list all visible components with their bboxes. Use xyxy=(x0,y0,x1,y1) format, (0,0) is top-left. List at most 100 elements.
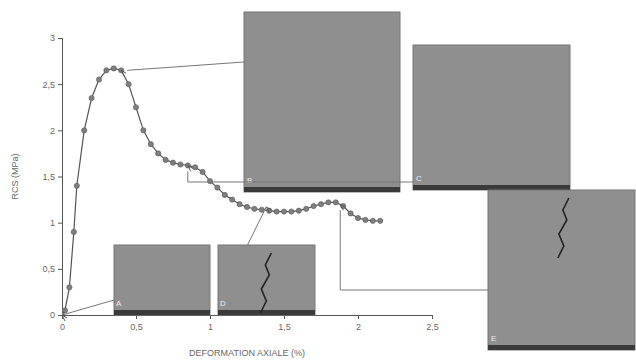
marker xyxy=(252,206,257,211)
x-tick: 2,5 xyxy=(426,315,439,332)
marker xyxy=(96,77,101,82)
inset-scale-band xyxy=(114,310,210,315)
crack xyxy=(260,253,271,313)
x-tick: 0,5 xyxy=(130,315,143,332)
marker xyxy=(207,179,212,184)
x-tick-label: 1,5 xyxy=(278,322,291,332)
marker xyxy=(126,82,131,87)
y-tick: 1,5 xyxy=(42,172,62,182)
marker xyxy=(230,197,235,202)
marker xyxy=(348,211,353,216)
y-tick-mark xyxy=(58,315,62,316)
marker xyxy=(111,66,116,71)
x-tick-mark xyxy=(284,315,285,319)
marker xyxy=(148,142,153,147)
marker xyxy=(244,204,249,209)
marker xyxy=(355,215,360,220)
y-tick-label: 0,5 xyxy=(42,264,55,274)
y-axis-line xyxy=(58,39,63,316)
connector xyxy=(62,300,114,315)
arrow-head xyxy=(62,315,67,321)
marker xyxy=(296,208,301,213)
marker xyxy=(318,202,323,207)
inset-image xyxy=(244,12,400,192)
connector xyxy=(188,171,413,182)
marker xyxy=(133,105,138,110)
y-tick-label: 2 xyxy=(50,126,55,136)
arrow-head xyxy=(266,207,271,213)
x-tick-label: 2 xyxy=(356,322,361,332)
y-axis: 0 0,5 1 1,5 2 2,5 3 xyxy=(42,33,62,320)
marker xyxy=(222,192,227,197)
y-axis-title: RCS (MPa) xyxy=(10,153,20,199)
marker xyxy=(333,200,338,205)
y-tick-mark xyxy=(58,130,62,131)
x-tick-mark xyxy=(432,315,433,319)
y-tick-label: 0 xyxy=(50,310,55,320)
marker xyxy=(74,183,79,188)
chart: 0 0,5 1 1,5 2 2,5 0 0,5 1 1,5 2 2,5 3 DEFORMATION AXI… xyxy=(0,0,636,362)
y-tick-label: 3 xyxy=(50,33,55,43)
marker xyxy=(104,68,109,73)
marker xyxy=(67,285,72,290)
marker xyxy=(170,160,175,165)
y-tick-label: 1 xyxy=(50,218,55,228)
inset-image xyxy=(114,245,210,315)
y-tick: 3 xyxy=(50,33,62,43)
y-tick-mark xyxy=(58,223,62,224)
inset-scale-band xyxy=(218,310,315,315)
connector xyxy=(127,62,244,70)
insets: ABCDE xyxy=(62,12,635,350)
y-tick: 2,5 xyxy=(42,80,62,90)
x-axis-title: DEFORMATION AXIALE (%) xyxy=(189,348,305,358)
x-tick: 1,5 xyxy=(278,315,291,332)
marker xyxy=(71,229,76,234)
marker xyxy=(311,203,316,208)
marker xyxy=(178,162,183,167)
x-tick: 2 xyxy=(356,315,361,332)
inset-scale-band xyxy=(488,345,635,350)
y-tick: 2 xyxy=(50,126,62,136)
inset-image xyxy=(488,190,635,350)
marker xyxy=(156,151,161,156)
marker xyxy=(289,209,294,214)
marker xyxy=(215,185,220,190)
inset-label: A xyxy=(116,299,122,308)
y-tick-mark xyxy=(58,38,62,39)
x-tick-label: 2,5 xyxy=(426,322,439,332)
x-tick-label: 0 xyxy=(60,322,65,332)
marker xyxy=(281,209,286,214)
marker xyxy=(200,169,205,174)
y-tick: 1 xyxy=(50,218,62,228)
arrow-head xyxy=(188,165,193,171)
x-tick-mark xyxy=(358,315,359,319)
marker xyxy=(163,157,168,162)
x-tick-label: 0,5 xyxy=(130,322,143,332)
inset-label: C xyxy=(416,174,422,183)
y-tick: 0,5 xyxy=(42,264,62,274)
y-tick-mark xyxy=(58,84,62,85)
inset-image xyxy=(413,45,570,190)
marker xyxy=(82,128,87,133)
y-tick-mark xyxy=(58,177,62,178)
marker xyxy=(370,218,375,223)
x-axis: 0 0,5 1 1,5 2 2,5 xyxy=(60,315,439,332)
y-tick-mark xyxy=(58,269,62,270)
x-tick: 0 xyxy=(60,315,65,332)
y-tick-label: 1,5 xyxy=(42,172,55,182)
arrow-head xyxy=(121,70,126,76)
marker xyxy=(193,165,198,170)
marker xyxy=(237,202,242,207)
x-tick-label: 1 xyxy=(208,322,213,332)
y-tick-label: 2,5 xyxy=(42,80,55,90)
x-tick-mark xyxy=(210,315,211,319)
marker xyxy=(326,200,331,205)
marker xyxy=(141,128,146,133)
x-tick-mark xyxy=(136,315,137,319)
inset-label: B xyxy=(247,176,252,185)
marker xyxy=(363,217,368,222)
marker xyxy=(89,95,94,100)
marker xyxy=(378,218,383,223)
marker xyxy=(304,206,309,211)
connector xyxy=(340,210,488,290)
